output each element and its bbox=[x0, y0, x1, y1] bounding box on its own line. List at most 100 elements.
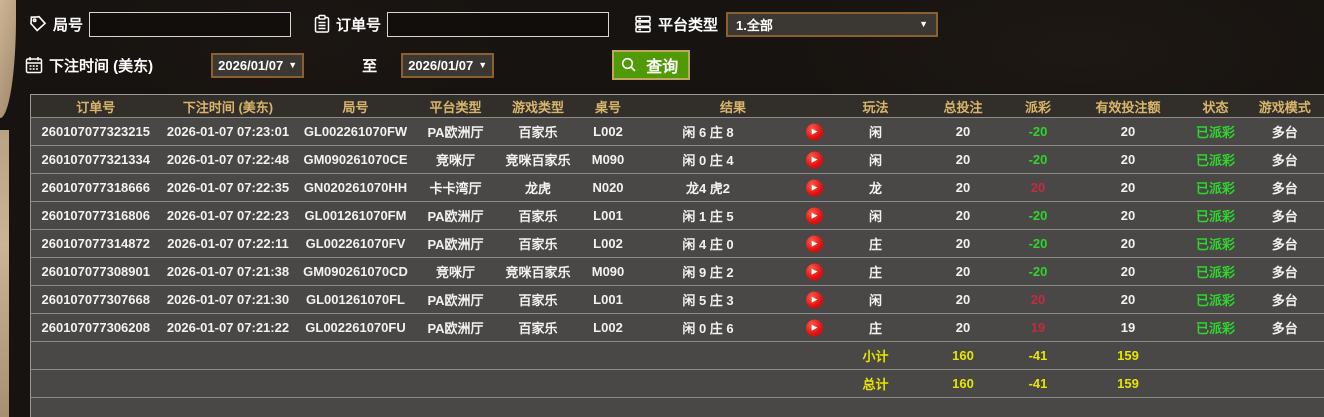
result-text: 闲 5 庄 3 bbox=[682, 293, 734, 308]
date-range-to-label: 至 bbox=[362, 57, 378, 75]
cell-valid-bet: 20 bbox=[1070, 173, 1186, 202]
cell-payout: -20 bbox=[1005, 257, 1071, 286]
column-header-order-no: 订单号 bbox=[30, 94, 161, 118]
cell-table-no: M090 bbox=[580, 257, 636, 286]
cell-mode: 多台 bbox=[1245, 145, 1324, 174]
table-row: 260107077318666 2026-01-07 07:22:35 GN02… bbox=[30, 173, 1324, 202]
result-text: 闲 9 庄 2 bbox=[682, 265, 734, 280]
date-from-value: 2026/01/07 bbox=[218, 57, 284, 73]
filter-row-1: 局号 订单号 平台类型 1.全部 ▼ bbox=[28, 7, 1324, 41]
cell-platform: 竞咪厅 bbox=[415, 257, 496, 286]
cell-play: 闲 bbox=[830, 145, 921, 174]
platform-type-value: 1.全部 bbox=[736, 17, 773, 33]
cell-order-no: 260107077314872 bbox=[30, 229, 161, 258]
total-total-bet: 160 bbox=[920, 369, 1006, 398]
cell-valid-bet: 20 bbox=[1070, 201, 1186, 230]
cell-table-no: M090 bbox=[580, 145, 636, 174]
cell-order-no: 260107077318666 bbox=[30, 173, 161, 202]
cell-total-bet: 20 bbox=[920, 257, 1006, 286]
cell-mode: 多台 bbox=[1245, 173, 1324, 202]
cell-game-type: 百家乐 bbox=[495, 117, 581, 146]
column-header-result: 结果 bbox=[635, 94, 831, 118]
platform-type-select[interactable]: 1.全部 ▼ bbox=[726, 11, 939, 37]
cell-game-no: GL001261070FL bbox=[295, 285, 416, 314]
cell-total-bet: 20 bbox=[920, 229, 1006, 258]
cell-order-no: 260107077306208 bbox=[30, 313, 161, 342]
subtotal-row: 小计 160 -41 159 bbox=[30, 341, 1324, 370]
partial-row bbox=[30, 397, 1324, 417]
cell-game-type: 龙虎 bbox=[495, 173, 581, 202]
cell-result: 闲 9 庄 2 ▶ bbox=[635, 257, 831, 286]
total-row: 总计 160 -41 159 bbox=[30, 369, 1324, 398]
cell-result: 龙4 虎2 ▶ bbox=[635, 173, 831, 202]
cell-game-type: 竞咪百家乐 bbox=[495, 257, 581, 286]
cell-order-no: 260107077323215 bbox=[30, 117, 161, 146]
result-text: 闲 0 庄 6 bbox=[682, 321, 734, 336]
cell-table-no: N020 bbox=[580, 173, 636, 202]
cell-payout: 20 bbox=[1005, 173, 1071, 202]
game-no-input[interactable] bbox=[89, 11, 292, 37]
cell-table-no: L001 bbox=[580, 201, 636, 230]
cell-total-bet: 20 bbox=[920, 201, 1006, 230]
play-icon[interactable]: ▶ bbox=[805, 263, 823, 280]
cell-status: 已派彩 bbox=[1185, 173, 1246, 202]
cell-total-bet: 20 bbox=[920, 285, 1006, 314]
cell-status: 已派彩 bbox=[1185, 285, 1246, 314]
cell-status: 已派彩 bbox=[1185, 117, 1246, 146]
column-header-payout: 派彩 bbox=[1005, 94, 1071, 118]
chevron-down-icon: ▼ bbox=[919, 18, 929, 29]
query-button[interactable]: 查询 bbox=[612, 50, 691, 80]
clipboard-icon bbox=[313, 14, 331, 34]
cell-play: 闲 bbox=[830, 285, 921, 314]
play-icon[interactable]: ▶ bbox=[805, 291, 823, 308]
cell-order-no: 260107077321334 bbox=[30, 145, 161, 174]
query-button-label: 查询 bbox=[646, 59, 679, 76]
play-icon[interactable]: ▶ bbox=[805, 319, 823, 336]
chevron-down-icon: ▼ bbox=[288, 59, 298, 70]
cell-table-no: L001 bbox=[580, 285, 636, 314]
filter-row-2: 下注时间 (美东) 2026/01/07 ▼ 至 2026/01/07 ▼ 查询 bbox=[25, 49, 1324, 81]
cell-table-no: L002 bbox=[580, 313, 636, 342]
cell-result: 闲 0 庄 4 ▶ bbox=[635, 145, 831, 174]
cell-valid-bet: 20 bbox=[1070, 285, 1186, 314]
cell-game-type: 百家乐 bbox=[495, 201, 581, 230]
result-text: 闲 6 庄 8 bbox=[682, 125, 734, 140]
column-header-bet-time: 下注时间 (美东) bbox=[160, 94, 296, 118]
cell-total-bet: 20 bbox=[920, 117, 1006, 146]
cell-status: 已派彩 bbox=[1185, 257, 1246, 286]
play-icon[interactable]: ▶ bbox=[805, 207, 823, 224]
subtotal-valid-bet: 159 bbox=[1070, 341, 1186, 370]
tag-icon bbox=[28, 14, 48, 34]
cell-valid-bet: 19 bbox=[1070, 313, 1186, 342]
cell-result: 闲 0 庄 6 ▶ bbox=[635, 313, 831, 342]
cell-platform: 竞咪厅 bbox=[415, 145, 496, 174]
column-header-game-no: 局号 bbox=[295, 94, 416, 118]
cell-game-no: GM090261070CD bbox=[295, 257, 416, 286]
play-icon[interactable]: ▶ bbox=[805, 179, 823, 196]
subtotal-label: 小计 bbox=[830, 341, 921, 370]
table-row: 260107077308901 2026-01-07 07:21:38 GM09… bbox=[30, 257, 1324, 286]
cell-mode: 多台 bbox=[1245, 201, 1324, 230]
cell-result: 闲 5 庄 3 ▶ bbox=[635, 285, 831, 314]
order-no-input[interactable] bbox=[387, 11, 610, 37]
cell-platform: 卡卡湾厅 bbox=[415, 173, 496, 202]
column-header-status: 状态 bbox=[1185, 94, 1246, 118]
cell-play: 庄 bbox=[830, 313, 921, 342]
cell-payout: -20 bbox=[1005, 145, 1071, 174]
date-from-select[interactable]: 2026/01/07 ▼ bbox=[211, 52, 305, 78]
date-to-value: 2026/01/07 bbox=[408, 57, 474, 73]
cell-valid-bet: 20 bbox=[1070, 117, 1186, 146]
play-icon[interactable]: ▶ bbox=[805, 151, 823, 168]
cell-platform: PA欧洲厅 bbox=[415, 285, 496, 314]
cell-game-no: GL002261070FU bbox=[295, 313, 416, 342]
table-row: 260107077321334 2026-01-07 07:22:48 GM09… bbox=[30, 145, 1324, 174]
cell-total-bet: 20 bbox=[920, 173, 1006, 202]
date-to-select[interactable]: 2026/01/07 ▼ bbox=[401, 52, 495, 78]
play-icon[interactable]: ▶ bbox=[805, 123, 823, 140]
cell-bet-time: 2026-01-07 07:22:23 bbox=[160, 201, 296, 230]
cell-payout: -20 bbox=[1005, 201, 1071, 230]
cell-play: 龙 bbox=[830, 173, 921, 202]
play-icon[interactable]: ▶ bbox=[805, 235, 823, 252]
cell-mode: 多台 bbox=[1245, 117, 1324, 146]
cell-game-no: GL001261070FM bbox=[295, 201, 416, 230]
